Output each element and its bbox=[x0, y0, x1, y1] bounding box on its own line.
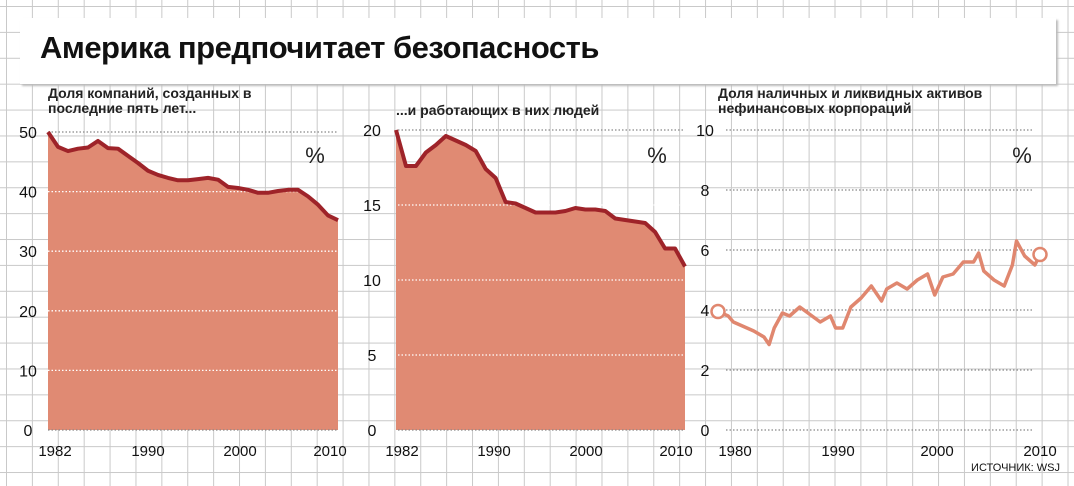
y-tick-label: 30 bbox=[19, 244, 37, 261]
y-tick-label: 10 bbox=[19, 363, 37, 380]
source-note: ИСТОЧНИК: WSJ bbox=[971, 462, 1060, 474]
x-tick-label: 2000 bbox=[223, 443, 256, 460]
x-tick-label: 1982 bbox=[38, 443, 71, 460]
unit-label: % bbox=[647, 143, 667, 168]
panel1-subtitle: Доля компаний, созданных в последние пят… bbox=[48, 85, 252, 116]
y-tick-label: 20 bbox=[363, 123, 381, 140]
x-tick-label: 2010 bbox=[313, 443, 346, 460]
y-tick-label: 50 bbox=[19, 125, 37, 142]
x-tick-label: 1990 bbox=[477, 443, 510, 460]
area-fill-1 bbox=[48, 132, 338, 430]
y-tick-label: 0 bbox=[24, 423, 33, 440]
x-tick-label: 2010 bbox=[1023, 443, 1056, 460]
y-tick-label: 10 bbox=[696, 123, 714, 140]
chart-title: Америка предпочитает безопасность bbox=[40, 30, 599, 65]
y-tick-label: 40 bbox=[19, 185, 37, 202]
series-line-1 bbox=[46, 130, 339, 223]
y-tick-label: 5 bbox=[368, 348, 377, 365]
x-tick-label: 1990 bbox=[131, 443, 164, 460]
y-tick-label: 2 bbox=[701, 363, 710, 380]
y-tick-label: 20 bbox=[19, 304, 37, 321]
area-fill-2 bbox=[396, 130, 685, 430]
x-tick-label: 1990 bbox=[821, 443, 854, 460]
y-tick-label: 6 bbox=[701, 243, 710, 260]
endpoint-marker bbox=[710, 303, 726, 320]
endpoint-marker bbox=[1032, 246, 1048, 263]
y-tick-label: 0 bbox=[701, 423, 710, 440]
y-tick-label: 4 bbox=[701, 303, 710, 320]
x-tick-label: 2010 bbox=[659, 443, 692, 460]
panel3-subtitle: Доля наличных и ликвидных активов нефина… bbox=[718, 85, 983, 116]
x-tick-label: 1982 bbox=[385, 443, 418, 460]
unit-label: % bbox=[305, 143, 325, 168]
panel2-subtitle: ...и работающих в них людей bbox=[396, 102, 600, 118]
y-tick-label: 0 bbox=[368, 423, 377, 440]
unit-label: % bbox=[1012, 143, 1032, 168]
y-tick-label: 15 bbox=[363, 198, 381, 215]
x-tick-label: 2000 bbox=[920, 443, 953, 460]
series-line-2 bbox=[394, 129, 687, 268]
x-tick-label: 1980 bbox=[718, 443, 751, 460]
title-box bbox=[20, 18, 1056, 84]
x-tick-label: 2000 bbox=[569, 443, 602, 460]
y-tick-label: 10 bbox=[363, 273, 381, 290]
y-tick-label: 8 bbox=[701, 183, 710, 200]
series-line-3 bbox=[717, 239, 1042, 347]
